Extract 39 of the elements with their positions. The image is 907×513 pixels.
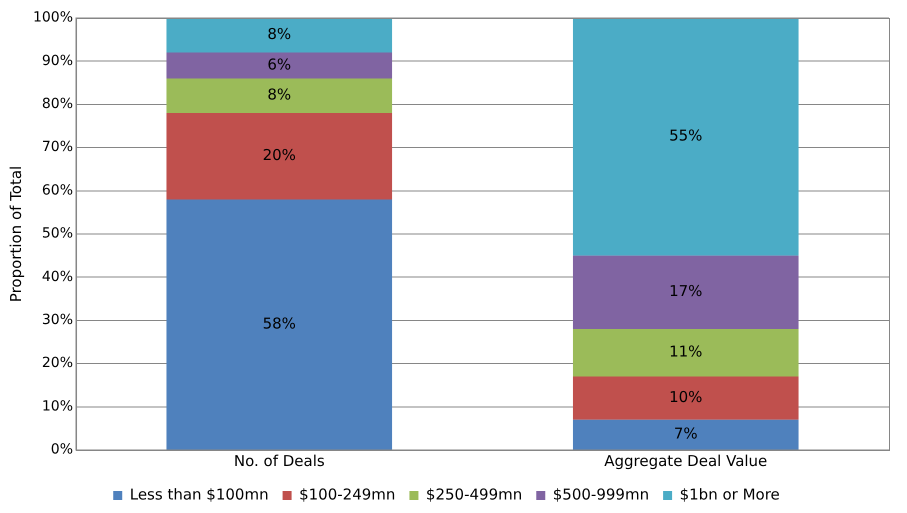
legend-label: $100-249mn: [299, 485, 396, 504]
bar: [572, 256, 799, 330]
data-label: 10%: [669, 388, 702, 406]
legend-label: Less than $100mn: [130, 485, 269, 504]
x-tick-label: Aggregate Deal Value: [604, 452, 768, 470]
data-label: 20%: [262, 146, 296, 164]
y-tick-label: 70%: [42, 139, 74, 156]
y-tick-label: 80%: [42, 96, 74, 112]
legend-label: $250-499mn: [426, 485, 522, 504]
y-tick-label: 40%: [42, 268, 74, 285]
data-label: 8%: [267, 86, 292, 104]
y-tick-label: 0%: [50, 442, 74, 458]
bar: [166, 113, 392, 200]
data-label: 11%: [669, 342, 702, 361]
data-label: 17%: [669, 282, 702, 300]
y-tick-label: 20%: [42, 355, 74, 372]
legend-label: $1bn or More: [680, 485, 780, 504]
data-label: 7%: [674, 424, 698, 443]
y-tick-label: 10%: [42, 398, 74, 414]
bar: [166, 199, 392, 450]
x-tick-label: No. of Deals: [234, 452, 325, 470]
bar: [166, 18, 392, 53]
y-tick-label: 30%: [42, 312, 74, 328]
y-axis-title: Proportion of Total: [6, 166, 25, 302]
legend-label: $500-999mn: [552, 485, 650, 504]
bar: [572, 18, 799, 256]
y-tick-label: 60%: [42, 182, 74, 198]
data-label: 58%: [262, 314, 296, 332]
y-tick-label: 50%: [42, 226, 74, 242]
y-tick-label: 100%: [32, 10, 74, 26]
bar: [572, 329, 799, 377]
bar: [166, 52, 392, 78]
bar: [572, 376, 799, 420]
data-label: 6%: [267, 55, 292, 74]
data-label: 55%: [669, 126, 702, 145]
bar: [572, 420, 799, 450]
bar: [166, 78, 392, 114]
y-tick-label: 90%: [42, 52, 74, 69]
data-label: 8%: [267, 25, 292, 44]
